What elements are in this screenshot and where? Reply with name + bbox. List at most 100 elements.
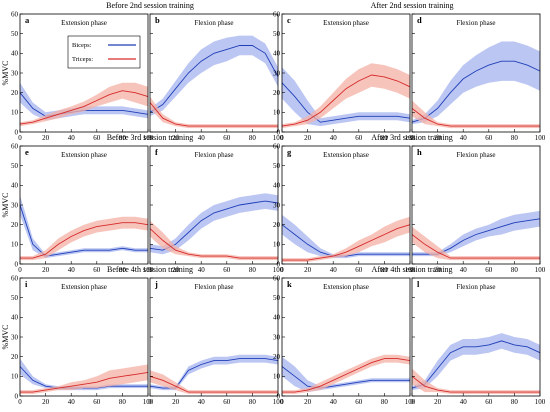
y-tick-label: 60	[11, 10, 19, 18]
x-tick-label: 20	[42, 398, 50, 406]
y-tick-label: 10	[273, 241, 281, 249]
y-axis-label: %MVC	[1, 61, 10, 86]
triceps-line	[411, 108, 540, 127]
panel-letter: d	[417, 15, 422, 25]
x-tick-label: 80	[119, 398, 127, 406]
x-tick-label: 100	[273, 134, 284, 142]
legend: Biceps: Triceps:	[67, 35, 141, 69]
x-tick-label: 60	[93, 134, 101, 142]
phase-label: Flexion phase	[194, 151, 233, 159]
triceps-band	[412, 226, 540, 261]
panel-letter: g	[287, 147, 292, 157]
triceps-line	[19, 90, 149, 125]
triceps-band	[20, 364, 148, 394]
panel-letter: b	[155, 15, 160, 25]
x-tick-label: 100	[405, 134, 416, 142]
x-tick-label: 80	[511, 266, 519, 274]
y-axis-label: %MVC	[1, 193, 10, 218]
x-tick-label: 0	[410, 266, 414, 274]
panel-letter: c	[287, 15, 291, 25]
x-tick-label: 80	[119, 266, 127, 274]
panel-letter: k	[287, 279, 292, 289]
x-tick-label: 40	[68, 266, 76, 274]
x-tick-label: 20	[434, 398, 442, 406]
triceps-line	[281, 74, 411, 127]
x-tick-label: 40	[198, 398, 206, 406]
triceps-line	[282, 358, 411, 393]
biceps-line	[281, 366, 410, 389]
panel-h: 0 20 40 60 80 100 h Flexion phase	[410, 145, 546, 274]
triceps-line	[282, 224, 411, 261]
y-tick-label: 40	[273, 182, 281, 190]
biceps-band	[412, 333, 540, 391]
panel-frame	[149, 13, 279, 133]
y-tick-label: 50	[273, 30, 281, 38]
panel-letter: j	[154, 279, 158, 289]
biceps-line	[149, 45, 279, 113]
y-tick-label: 50	[11, 162, 19, 170]
group-title: Before 4th session training	[107, 265, 193, 274]
y-tick-label: 30	[11, 333, 19, 341]
triceps-band	[150, 370, 278, 394]
y-tick-label: 0	[15, 392, 19, 400]
x-tick-label: 0	[18, 398, 22, 406]
triceps-band	[20, 216, 148, 261]
biceps-band	[282, 214, 410, 259]
group-title: After 3rd session training	[371, 133, 453, 142]
panel-l: 0 20 40 60 80 100 l Flexion phase	[410, 277, 546, 406]
y-tick-label: 0	[277, 392, 281, 400]
x-tick-label: 40	[330, 266, 338, 274]
x-tick-label: 0	[410, 134, 414, 142]
x-tick-label: 100	[273, 266, 284, 274]
x-tick-label: 20	[172, 398, 180, 406]
y-tick-label: 20	[273, 89, 281, 97]
y-tick-label: 10	[11, 373, 19, 381]
y-tick-label: 20	[11, 353, 19, 361]
phase-label: Flexion phase	[456, 283, 495, 291]
panel-frame	[149, 277, 279, 397]
x-tick-label: 60	[355, 398, 363, 406]
x-tick-label: 60	[93, 266, 101, 274]
x-tick-label: 100	[143, 134, 154, 142]
x-tick-label: 20	[304, 134, 312, 142]
phase-label: Extension phase	[61, 151, 107, 159]
y-axis-label: %MVC	[1, 325, 10, 350]
y-tick-label: 40	[11, 50, 19, 58]
panel-letter: h	[417, 147, 422, 157]
x-tick-label: 60	[485, 266, 493, 274]
y-tick-label: 20	[273, 353, 281, 361]
phase-label: Extension phase	[323, 19, 369, 27]
x-tick-label: 20	[304, 398, 312, 406]
x-tick-label: 40	[330, 398, 338, 406]
y-tick-label: 10	[11, 241, 19, 249]
triceps-band	[282, 63, 410, 129]
biceps-line	[411, 340, 541, 389]
triceps-line	[20, 222, 149, 259]
x-tick-label: 0	[410, 398, 414, 406]
y-tick-label: 60	[273, 10, 281, 18]
x-tick-label: 100	[535, 266, 546, 274]
panel-d: 0 20 40 60 80 100 d Flexion phase	[410, 13, 546, 142]
triceps-band	[150, 220, 278, 261]
panel-letter: l	[417, 279, 420, 289]
y-tick-label: 30	[273, 69, 281, 77]
biceps-band	[412, 210, 540, 257]
phase-label: Extension phase	[61, 283, 107, 291]
x-tick-label: 20	[42, 266, 50, 274]
y-tick-label: 40	[11, 314, 19, 322]
panel-letter: a	[25, 15, 30, 25]
phase-label: Flexion phase	[456, 151, 495, 159]
x-tick-label: 0	[280, 266, 284, 274]
y-tick-label: 30	[11, 201, 19, 209]
x-tick-label: 20	[172, 266, 180, 274]
phase-label: Flexion phase	[194, 283, 233, 291]
legend-biceps-label: Biceps:	[72, 42, 92, 49]
x-tick-label: 100	[143, 398, 154, 406]
biceps-band	[282, 67, 410, 127]
